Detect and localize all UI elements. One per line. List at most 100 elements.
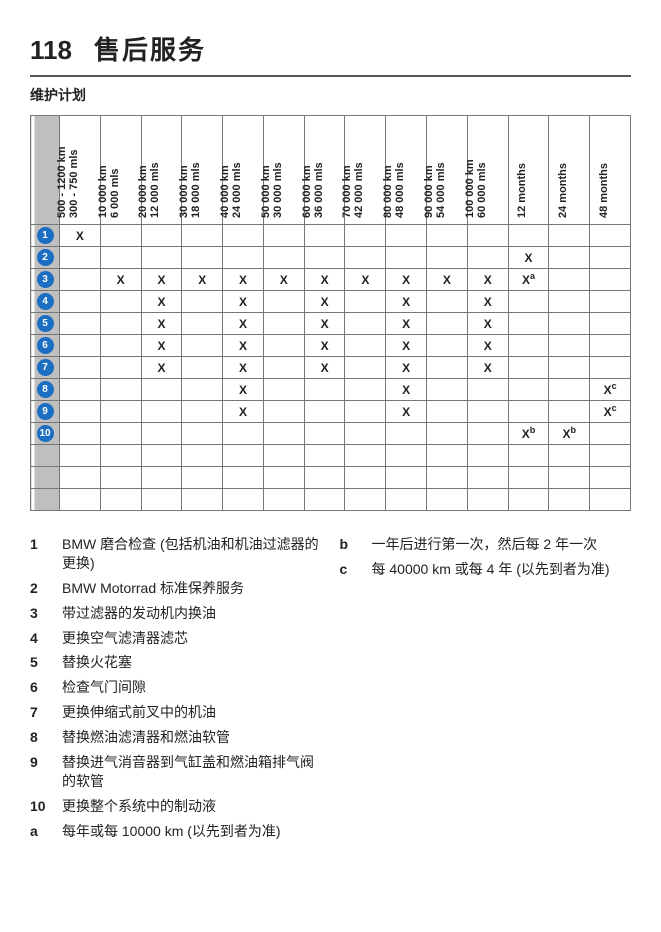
table-cell: X: [223, 291, 264, 313]
legend-key: 4: [30, 629, 52, 648]
row-index: 4: [31, 291, 60, 313]
table-cell: [345, 225, 386, 247]
table-cell: [345, 489, 386, 511]
table-cell: [427, 445, 468, 467]
table-cell: X: [304, 313, 345, 335]
row-index: 7: [31, 357, 60, 379]
legend-key: 6: [30, 678, 52, 697]
table-cell: [549, 247, 590, 269]
table-row: 9XXXc: [31, 401, 631, 423]
table-cell: [590, 313, 631, 335]
table-cell: [508, 467, 549, 489]
table-cell: [223, 445, 264, 467]
table-cell: X: [386, 379, 427, 401]
column-header: 24 months: [549, 116, 590, 225]
table-cell: X: [141, 357, 182, 379]
table-cell: [549, 445, 590, 467]
legend-item: 9替换进气消音器到气缸盖和燃油箱排气阀的软管: [30, 753, 322, 791]
legend-item: 10更换整个系统中的制动液: [30, 797, 322, 816]
table-cell: [467, 247, 508, 269]
table-cell: [590, 423, 631, 445]
table-cell: [100, 225, 141, 247]
table-cell: X: [386, 401, 427, 423]
row-index: 2: [31, 247, 60, 269]
table-cell: X: [223, 401, 264, 423]
table-cell: [100, 335, 141, 357]
legend-item: a每年或每 10000 km (以先到者为准): [30, 822, 322, 841]
row-index: [31, 445, 60, 467]
table-cell: Xa: [508, 269, 549, 291]
table-cell: [590, 291, 631, 313]
row-index: 1: [31, 225, 60, 247]
table-cell: [263, 489, 304, 511]
table-cell: [100, 291, 141, 313]
table-cell: [427, 423, 468, 445]
table-cell: X: [386, 335, 427, 357]
row-index: 5: [31, 313, 60, 335]
table-cell: [182, 313, 223, 335]
table-cell: X: [467, 313, 508, 335]
table-cell: [60, 423, 101, 445]
table-cell: [467, 489, 508, 511]
table-cell: X: [141, 313, 182, 335]
section-subtitle: 维护计划: [30, 85, 631, 105]
table-cell: X: [304, 291, 345, 313]
legend-text: 更换整个系统中的制动液: [62, 797, 322, 816]
table-cell: [263, 379, 304, 401]
table-cell: [60, 379, 101, 401]
table-cell: [100, 379, 141, 401]
table-cell: X: [345, 269, 386, 291]
table-cell: [182, 445, 223, 467]
table-cell: [141, 401, 182, 423]
table-cell: [182, 357, 223, 379]
column-header: 60 000 km36 000 mls: [304, 116, 345, 225]
legend-key: 3: [30, 604, 52, 623]
table-cell: [100, 467, 141, 489]
table-cell: [345, 357, 386, 379]
table-cell: [345, 335, 386, 357]
table-cell: [100, 357, 141, 379]
table-cell: [508, 379, 549, 401]
table-cell: [467, 225, 508, 247]
table-cell: Xb: [549, 423, 590, 445]
table-cell: [223, 423, 264, 445]
table-cell: [60, 445, 101, 467]
table-cell: X: [467, 291, 508, 313]
table-cell: [386, 225, 427, 247]
table-row: 2X: [31, 247, 631, 269]
table-row-blank: [31, 445, 631, 467]
table-cell: [345, 247, 386, 269]
table-cell: [549, 401, 590, 423]
table-cell: [182, 335, 223, 357]
legend-key: 2: [30, 579, 52, 598]
table-cell: [549, 489, 590, 511]
table-cell: [304, 247, 345, 269]
table-cell: X: [467, 357, 508, 379]
legend-item: 8替换燃油滤清器和燃油软管: [30, 728, 322, 747]
table-cell: [223, 225, 264, 247]
table-cell: Xb: [508, 423, 549, 445]
table-cell: X: [223, 313, 264, 335]
page-number: 118: [30, 35, 72, 66]
table-cell: [141, 247, 182, 269]
table-cell: [549, 225, 590, 247]
table-cell: [386, 445, 427, 467]
legend-item: 4 更换空气滤清器滤芯: [30, 629, 322, 648]
table-cell: [223, 247, 264, 269]
table-cell: [304, 423, 345, 445]
legend-text: 替换火花塞: [62, 653, 322, 672]
table-cell: [182, 291, 223, 313]
table-cell: [345, 445, 386, 467]
table-cell: X: [141, 335, 182, 357]
legend-item: 3带过滤器的发动机内换油: [30, 604, 322, 623]
legend-text: 更换空气滤清器滤芯: [62, 629, 322, 648]
column-header: 70 000 km42 000 mls: [345, 116, 386, 225]
table-row: 5XXXXX: [31, 313, 631, 335]
table-cell: [263, 313, 304, 335]
table-cell: [60, 313, 101, 335]
legend-text: 替换进气消音器到气缸盖和燃油箱排气阀的软管: [62, 753, 322, 791]
column-header: 100 000 km60 000 mls: [467, 116, 508, 225]
table-cell: X: [223, 357, 264, 379]
table-cell: [345, 423, 386, 445]
table-cell: [427, 335, 468, 357]
